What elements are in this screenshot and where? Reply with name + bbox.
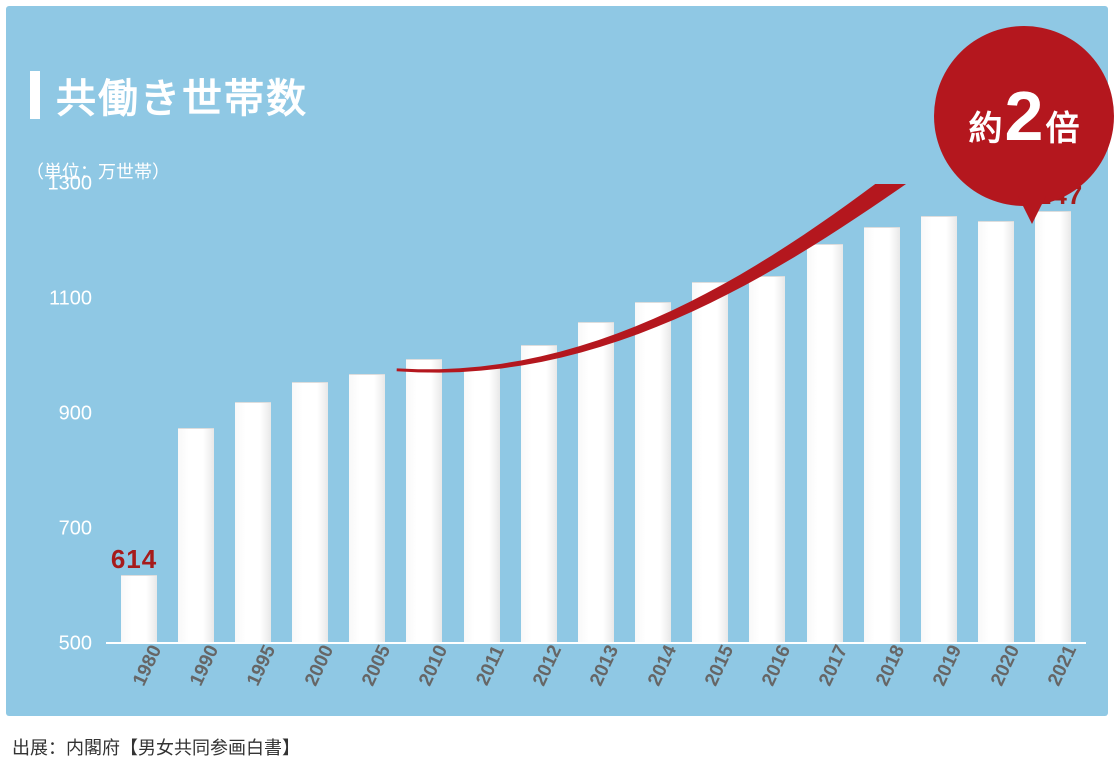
y-axis: 50070090011001300 — [26, 184, 96, 644]
bar-wrap — [396, 359, 453, 642]
badge-speech-tail — [1018, 196, 1046, 224]
bar-wrap — [282, 382, 339, 642]
bar — [635, 302, 671, 642]
y-tick-label: 900 — [59, 403, 92, 426]
emphasis-badge: 約 2 倍 — [934, 26, 1114, 206]
bar — [864, 227, 900, 642]
bar-wrap — [682, 282, 739, 642]
bar-wrap — [1025, 211, 1082, 642]
x-tick-label: 2021 — [1041, 635, 1114, 710]
bar — [406, 359, 442, 642]
chart-title: 共働き世帯数 — [56, 66, 308, 124]
bar-wrap — [968, 221, 1025, 642]
source-citation: 出展：内閣府【男女共同参画白書】 — [12, 734, 300, 760]
bar — [921, 216, 957, 643]
bar-wrap — [510, 345, 567, 642]
bar — [578, 322, 614, 642]
bar-wrap — [224, 402, 281, 642]
bar-wrap — [567, 322, 624, 642]
x-axis-labels: 1980199019952000200520102011201220132014… — [106, 646, 1086, 702]
bar-wrap — [853, 227, 910, 642]
bar — [178, 428, 214, 642]
y-tick-label: 1100 — [49, 288, 92, 311]
bar-wrap — [453, 368, 510, 642]
badge-suffix: 倍 — [1045, 101, 1079, 150]
bar — [521, 345, 557, 642]
y-tick-label: 1300 — [48, 173, 93, 196]
bar — [749, 276, 785, 642]
bar-wrap — [910, 216, 967, 643]
y-tick-label: 700 — [59, 518, 92, 541]
bars-container — [106, 184, 1086, 642]
title-wrap: 共働き世帯数 — [30, 66, 308, 124]
bar-wrap — [110, 575, 167, 642]
bar — [235, 402, 271, 642]
badge-number: 2 — [1005, 76, 1044, 156]
bar — [978, 221, 1014, 642]
bar-wrap — [625, 302, 682, 642]
badge-prefix: 約 — [969, 101, 1003, 150]
bar — [692, 282, 728, 642]
chart-card: 共働き世帯数 （単位：万世帯） 約 2 倍 50070090011001300 … — [6, 6, 1108, 716]
y-tick-label: 500 — [59, 633, 92, 656]
chart-area: 614 1,247 — [106, 184, 1086, 644]
bar — [807, 244, 843, 642]
bar-wrap — [167, 428, 224, 642]
bar — [464, 368, 500, 642]
bar — [121, 575, 157, 642]
plot-area: 50070090011001300 614 1,247 198019901995… — [26, 184, 1086, 644]
bar — [1035, 211, 1071, 642]
bar — [292, 382, 328, 642]
first-value-label: 614 — [111, 544, 157, 575]
title-accent-bar — [30, 71, 40, 119]
bar-wrap — [796, 244, 853, 642]
badge-text: 約 2 倍 — [969, 76, 1080, 156]
bar-wrap — [739, 276, 796, 642]
bar-wrap — [339, 374, 396, 642]
bar — [349, 374, 385, 642]
